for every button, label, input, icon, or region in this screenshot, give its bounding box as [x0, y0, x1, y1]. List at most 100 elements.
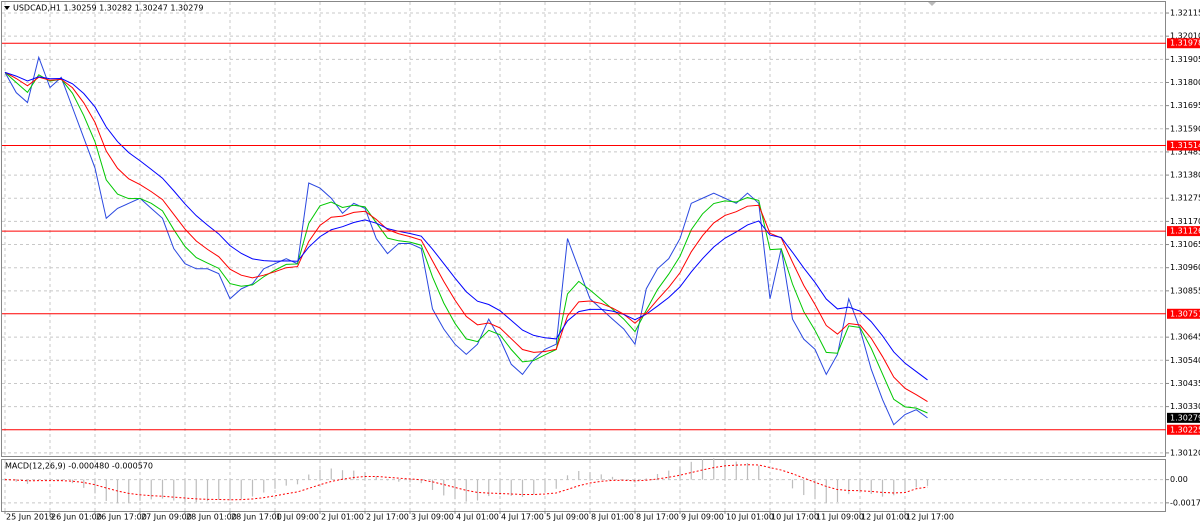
x-tick-label: 5 Jul 09:00	[546, 513, 589, 522]
histogram-bar	[218, 479, 220, 500]
histogram-bar	[398, 479, 400, 482]
histogram-bar	[735, 461, 737, 480]
histogram-bar	[94, 479, 96, 494]
histogram-bar	[859, 479, 861, 492]
histogram-bar	[443, 479, 445, 496]
histogram-bar	[386, 479, 389, 481]
histogram-bar	[60, 479, 62, 481]
histogram-bar	[240, 479, 242, 499]
x-tick-label: 4 Jul 01:00	[456, 513, 499, 522]
histogram-bar	[904, 479, 906, 491]
histogram-bar	[476, 479, 479, 501]
x-tick-label: 8 Jul 01:00	[591, 513, 634, 522]
y-tick-label: 1.31905	[1170, 55, 1200, 64]
x-tick-label: 1 Jul 09:00	[276, 513, 319, 522]
histogram-bar	[409, 479, 411, 483]
y-tick-label: 1.32115	[1170, 9, 1200, 18]
macd-panel-frame	[1, 459, 1166, 512]
panel-title: MACD(12,26,9) -0.000480 -0.000570	[5, 462, 153, 471]
level-label: 1.31514	[1170, 141, 1200, 150]
y-tick-label: 1.31800	[1170, 78, 1200, 87]
x-tick-label: 27 Jun 09:00	[141, 513, 192, 522]
histogram-bar	[206, 479, 209, 502]
histogram-bar	[746, 463, 749, 480]
y-tick-label: 1.31485	[1170, 147, 1200, 156]
level-label-box	[1167, 38, 1200, 49]
histogram-bar	[836, 479, 839, 502]
x-tick-label: 8 Jul 17:00	[636, 513, 679, 522]
histogram-bar	[431, 479, 434, 490]
y-tick-label: 1.30330	[1170, 402, 1200, 411]
histogram-bar	[364, 472, 366, 480]
x-tick-label: 2 Jul 01:00	[321, 513, 364, 522]
histogram-bar	[690, 461, 692, 480]
histogram-bar	[870, 479, 872, 494]
main-panel-frame	[1, 1, 1166, 457]
y-tick-label: 1.30120	[1170, 448, 1200, 457]
histogram-bar	[893, 479, 895, 496]
y-tick-label: 1.32010	[1170, 32, 1200, 41]
histogram-bar	[668, 470, 670, 480]
shift-marker	[928, 2, 936, 6]
histogram-bar	[308, 474, 310, 480]
level-label-box	[1167, 140, 1200, 151]
x-tick-label: 4 Jul 17:00	[501, 513, 544, 522]
level-label-box	[1167, 424, 1200, 435]
histogram-bar	[926, 479, 929, 486]
histogram-bar	[499, 479, 501, 495]
y-tick-label: 1.31065	[1170, 240, 1200, 249]
histogram-bar	[319, 469, 321, 480]
histogram-bar	[105, 479, 107, 501]
histogram-bar	[71, 479, 74, 484]
histogram-bar	[848, 479, 850, 495]
level-label: 1.30225	[1170, 425, 1200, 434]
histogram-bar	[915, 479, 917, 488]
histogram-bar	[420, 479, 422, 484]
histogram-bar	[769, 478, 771, 480]
histogram-bar	[656, 473, 659, 480]
histogram-bar	[184, 479, 186, 502]
x-tick-label: 2 Jul 17:00	[366, 513, 409, 522]
histogram-bar	[128, 479, 130, 503]
histogram-bar	[645, 478, 647, 480]
y-tick-label: 1.31590	[1170, 124, 1200, 133]
y-tick-label: 1.31275	[1170, 194, 1200, 203]
histogram-bar	[780, 479, 782, 481]
histogram-bar	[600, 474, 602, 480]
histogram-bar	[195, 479, 197, 503]
y-tick-label: 0.00	[1170, 475, 1188, 484]
histogram-bar	[285, 479, 287, 486]
series-line	[4, 71, 928, 414]
histogram-bar	[341, 470, 344, 480]
y-tick-label: -0.001777	[1170, 498, 1200, 507]
x-tick-label: 12 Jul 01:00	[861, 513, 909, 522]
histogram-bar	[881, 479, 884, 497]
histogram-bar	[803, 479, 805, 496]
y-tick-label: 1.30645	[1170, 333, 1200, 342]
level-label-box	[1167, 226, 1200, 237]
level-label: 1.31126	[1170, 227, 1200, 236]
panel-title: USDCAD,H1 1.30259 1.30282 1.30247 1.3027…	[13, 4, 203, 13]
histogram-bar	[566, 475, 569, 480]
histogram-bar	[589, 472, 591, 480]
histogram-bar	[814, 479, 816, 500]
x-tick-label: 26 Jun 17:00	[96, 513, 147, 522]
dropdown-icon[interactable]	[4, 6, 10, 10]
histogram-bar	[758, 465, 760, 480]
histogram-bar	[825, 479, 827, 504]
series-line	[4, 71, 928, 381]
histogram-bar	[274, 479, 276, 489]
histogram-bar	[83, 479, 85, 488]
x-tick-label: 10 Jul 01:00	[726, 513, 774, 522]
x-tick-label: 10 Jul 17:00	[771, 513, 819, 522]
x-tick-label: 25 Jun 2019	[6, 513, 54, 522]
level-label: 1.31978	[1170, 39, 1200, 48]
histogram-bar	[229, 479, 231, 501]
series-line	[4, 71, 928, 402]
histogram-bar	[465, 479, 467, 502]
histogram-bar	[544, 479, 546, 492]
histogram-bar	[296, 479, 299, 485]
level-label-box	[1167, 308, 1200, 319]
